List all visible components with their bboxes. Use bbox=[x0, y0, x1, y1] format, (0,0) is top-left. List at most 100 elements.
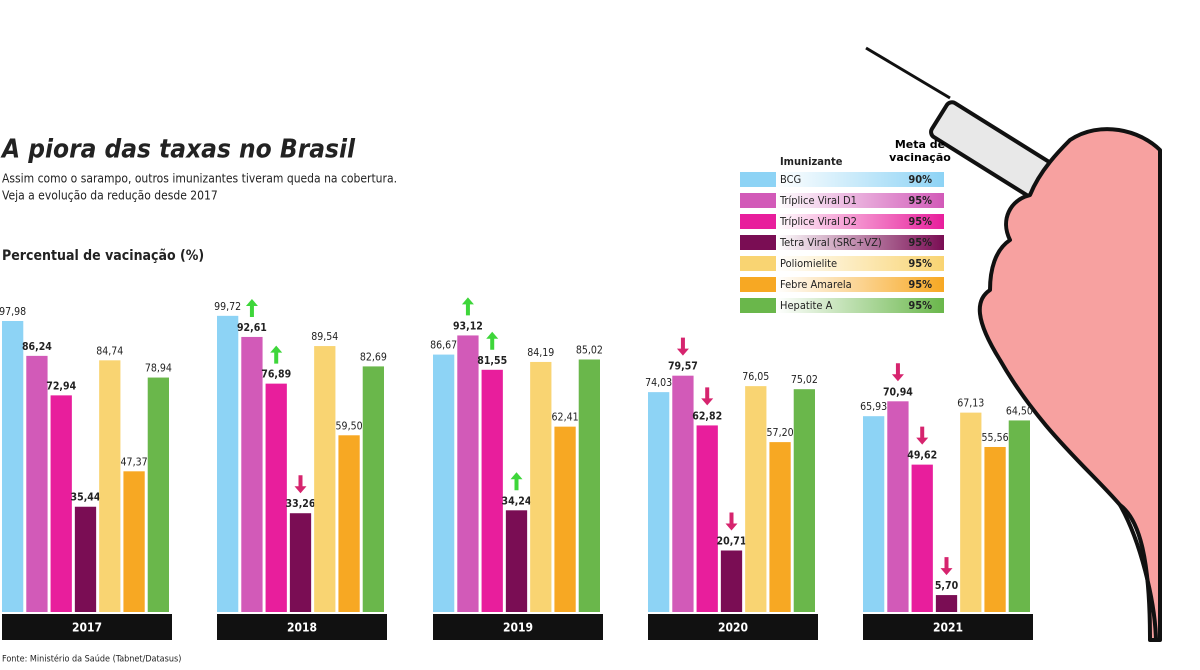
legend-swatch bbox=[740, 298, 776, 313]
value-label: 89,54 bbox=[311, 331, 338, 343]
trend-arrow bbox=[676, 337, 689, 356]
trend-arrow bbox=[725, 512, 738, 531]
value-label: 47,37 bbox=[121, 456, 148, 468]
value-label: 79,57 bbox=[668, 361, 698, 373]
value-label: 49,62 bbox=[907, 450, 937, 462]
value-label: 35,44 bbox=[71, 492, 101, 504]
value-label: 62,41 bbox=[552, 412, 579, 424]
value-label: 84,74 bbox=[96, 345, 123, 357]
trend-arrow bbox=[486, 331, 499, 350]
bar bbox=[314, 346, 336, 612]
x-tick-label: 2017 bbox=[72, 621, 102, 635]
y-label: Percentual de vacinação (%) bbox=[2, 248, 204, 264]
bar bbox=[696, 425, 718, 612]
goal-label: 95% bbox=[908, 257, 932, 270]
year-box bbox=[2, 614, 172, 640]
goal-header: Meta de vacinação bbox=[889, 138, 951, 164]
value-label: 99,72 bbox=[214, 301, 241, 313]
title: A piora das taxas no Brasil bbox=[0, 135, 356, 165]
bar bbox=[457, 335, 479, 612]
x-tick-label: 2018 bbox=[287, 621, 317, 635]
subtitle: Assim como o sarampo, outros imunizantes… bbox=[2, 172, 397, 186]
bar bbox=[338, 435, 360, 612]
bar bbox=[26, 355, 48, 612]
bar bbox=[720, 550, 743, 612]
source: Fonte: Ministério da Saúde (Tabnet/Datas… bbox=[2, 654, 181, 665]
goal-label: 90% bbox=[908, 173, 932, 186]
legend-label: Hepatite A bbox=[780, 299, 833, 312]
value-label: 76,89 bbox=[261, 369, 291, 381]
x-tick-label: 2021 bbox=[933, 621, 963, 635]
bar bbox=[505, 510, 528, 612]
value-label: 82,69 bbox=[360, 351, 387, 363]
value-label: 84,19 bbox=[527, 347, 554, 359]
bar bbox=[2, 320, 24, 612]
value-label: 67,13 bbox=[957, 398, 984, 410]
bar bbox=[935, 595, 958, 612]
value-label: 62,82 bbox=[692, 410, 722, 422]
value-label: 97,98 bbox=[0, 306, 26, 318]
legend-swatch bbox=[740, 235, 776, 250]
x-tick-label: 2020 bbox=[718, 621, 748, 635]
value-label: 5,70 bbox=[935, 580, 959, 592]
bar bbox=[863, 416, 885, 612]
value-label: 85,02 bbox=[576, 344, 603, 356]
trend-arrow bbox=[510, 472, 523, 491]
year-box bbox=[648, 614, 818, 640]
legend-swatch bbox=[740, 277, 776, 292]
value-label: 57,20 bbox=[767, 427, 794, 439]
value-label: 55,56 bbox=[982, 432, 1009, 444]
value-label: 64,50 bbox=[1006, 405, 1033, 417]
trend-arrow bbox=[916, 426, 929, 445]
bar bbox=[123, 471, 145, 612]
value-label: 76,05 bbox=[742, 371, 769, 383]
value-label: 86,24 bbox=[22, 341, 52, 353]
value-label: 20,71 bbox=[717, 535, 747, 547]
bar bbox=[74, 506, 97, 612]
legend-fade bbox=[776, 172, 944, 187]
bar bbox=[147, 377, 169, 612]
bar bbox=[648, 392, 670, 612]
bar bbox=[984, 446, 1006, 612]
value-label: 74,03 bbox=[645, 377, 672, 389]
legend-swatch bbox=[740, 193, 776, 208]
value-label: 72,94 bbox=[46, 380, 76, 392]
legend-label: Tríplice Viral D1 bbox=[779, 194, 857, 207]
value-label: 65,93 bbox=[860, 401, 887, 413]
legend-fade bbox=[776, 235, 944, 250]
bar bbox=[289, 513, 312, 612]
value-label: 78,94 bbox=[145, 363, 172, 375]
bar bbox=[99, 360, 121, 612]
legend-fade bbox=[776, 193, 944, 208]
legend-label: Tetra Viral (SRC+VZ) bbox=[779, 236, 882, 249]
bar bbox=[887, 401, 909, 612]
trend-arrow bbox=[245, 298, 258, 317]
trend-arrow bbox=[940, 557, 953, 576]
bar bbox=[265, 383, 287, 612]
bar bbox=[554, 426, 576, 612]
value-label: 92,61 bbox=[237, 322, 267, 334]
trend-arrow bbox=[294, 475, 307, 494]
year-box bbox=[217, 614, 387, 640]
year-box bbox=[863, 614, 1033, 640]
goal-label: 95% bbox=[908, 236, 932, 249]
subtitle: Veja a evolução da redução desde 2017 bbox=[2, 189, 218, 203]
bar bbox=[481, 369, 503, 612]
value-label: 34,24 bbox=[502, 495, 532, 507]
trend-arrow bbox=[461, 297, 474, 316]
bar bbox=[530, 361, 552, 612]
legend-label: Febre Amarela bbox=[780, 278, 852, 291]
bar bbox=[960, 412, 982, 612]
value-label: 86,67 bbox=[430, 340, 457, 352]
trend-arrow bbox=[701, 387, 714, 406]
legend-fade bbox=[776, 256, 944, 271]
value-label: 59,50 bbox=[336, 420, 363, 432]
legend-fade bbox=[776, 298, 944, 313]
goal-label: 95% bbox=[908, 278, 932, 291]
bar bbox=[672, 375, 694, 612]
value-label: 75,02 bbox=[791, 374, 818, 386]
bar bbox=[433, 354, 455, 612]
year-box bbox=[433, 614, 603, 640]
x-tick-label: 2019 bbox=[503, 621, 533, 635]
